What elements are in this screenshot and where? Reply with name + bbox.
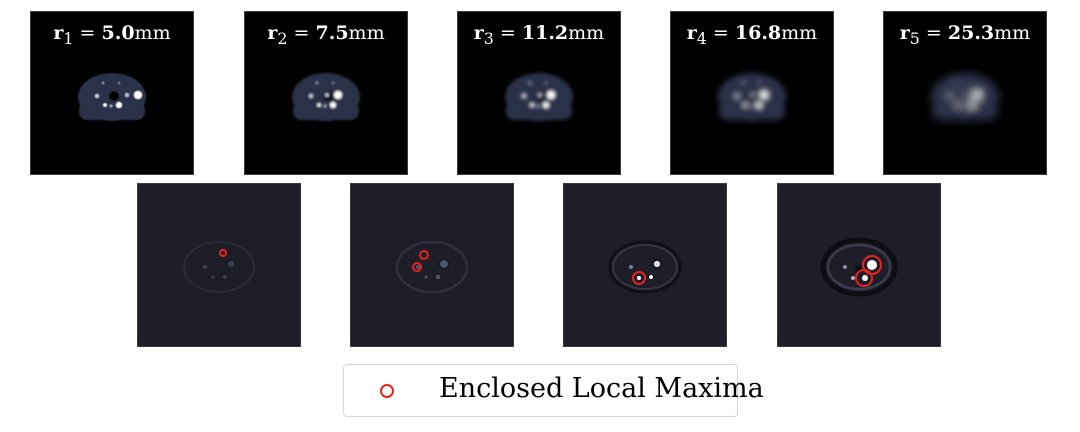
local-maximum-circle (632, 271, 646, 285)
scale-image-5: r5 = 25.3mm (883, 11, 1047, 175)
difference-slice-image (183, 241, 255, 293)
difference-slice-image (608, 240, 682, 294)
scale-image-1: r1 = 5.0mm (30, 11, 194, 175)
local-maximum-circle (219, 249, 227, 257)
local-maximum-circle (419, 250, 429, 260)
scale-label: r1 = 5.0mm (53, 22, 171, 48)
open-circle-marker-icon (380, 384, 394, 398)
difference-image-2 (350, 183, 514, 347)
difference-slice-image (395, 240, 469, 294)
local-maximum-circle (855, 269, 873, 287)
scale-label: r4 = 16.8mm (686, 22, 818, 48)
scale-label: r2 = 7.5mm (267, 22, 385, 48)
body-slice-image (931, 73, 999, 121)
legend-label: Enclosed Local Maxima (439, 373, 764, 404)
difference-image-4 (777, 183, 941, 347)
body-slice-image (505, 73, 573, 121)
scale-label: r5 = 25.3mm (899, 22, 1031, 48)
body-slice-image (718, 73, 786, 121)
scale-image-3: r3 = 11.2mm (457, 11, 621, 175)
local-maximum-circle (412, 262, 422, 272)
scale-label: r3 = 11.2mm (473, 22, 605, 48)
body-slice-image (78, 73, 146, 121)
scale-image-4: r4 = 16.8mm (670, 11, 834, 175)
scale-image-2: r2 = 7.5mm (244, 11, 408, 175)
difference-image-3 (563, 183, 727, 347)
body-slice-image (292, 73, 360, 121)
difference-slice-image (820, 237, 898, 297)
difference-image-1 (137, 183, 301, 347)
legend: Enclosed Local Maxima (343, 364, 764, 417)
